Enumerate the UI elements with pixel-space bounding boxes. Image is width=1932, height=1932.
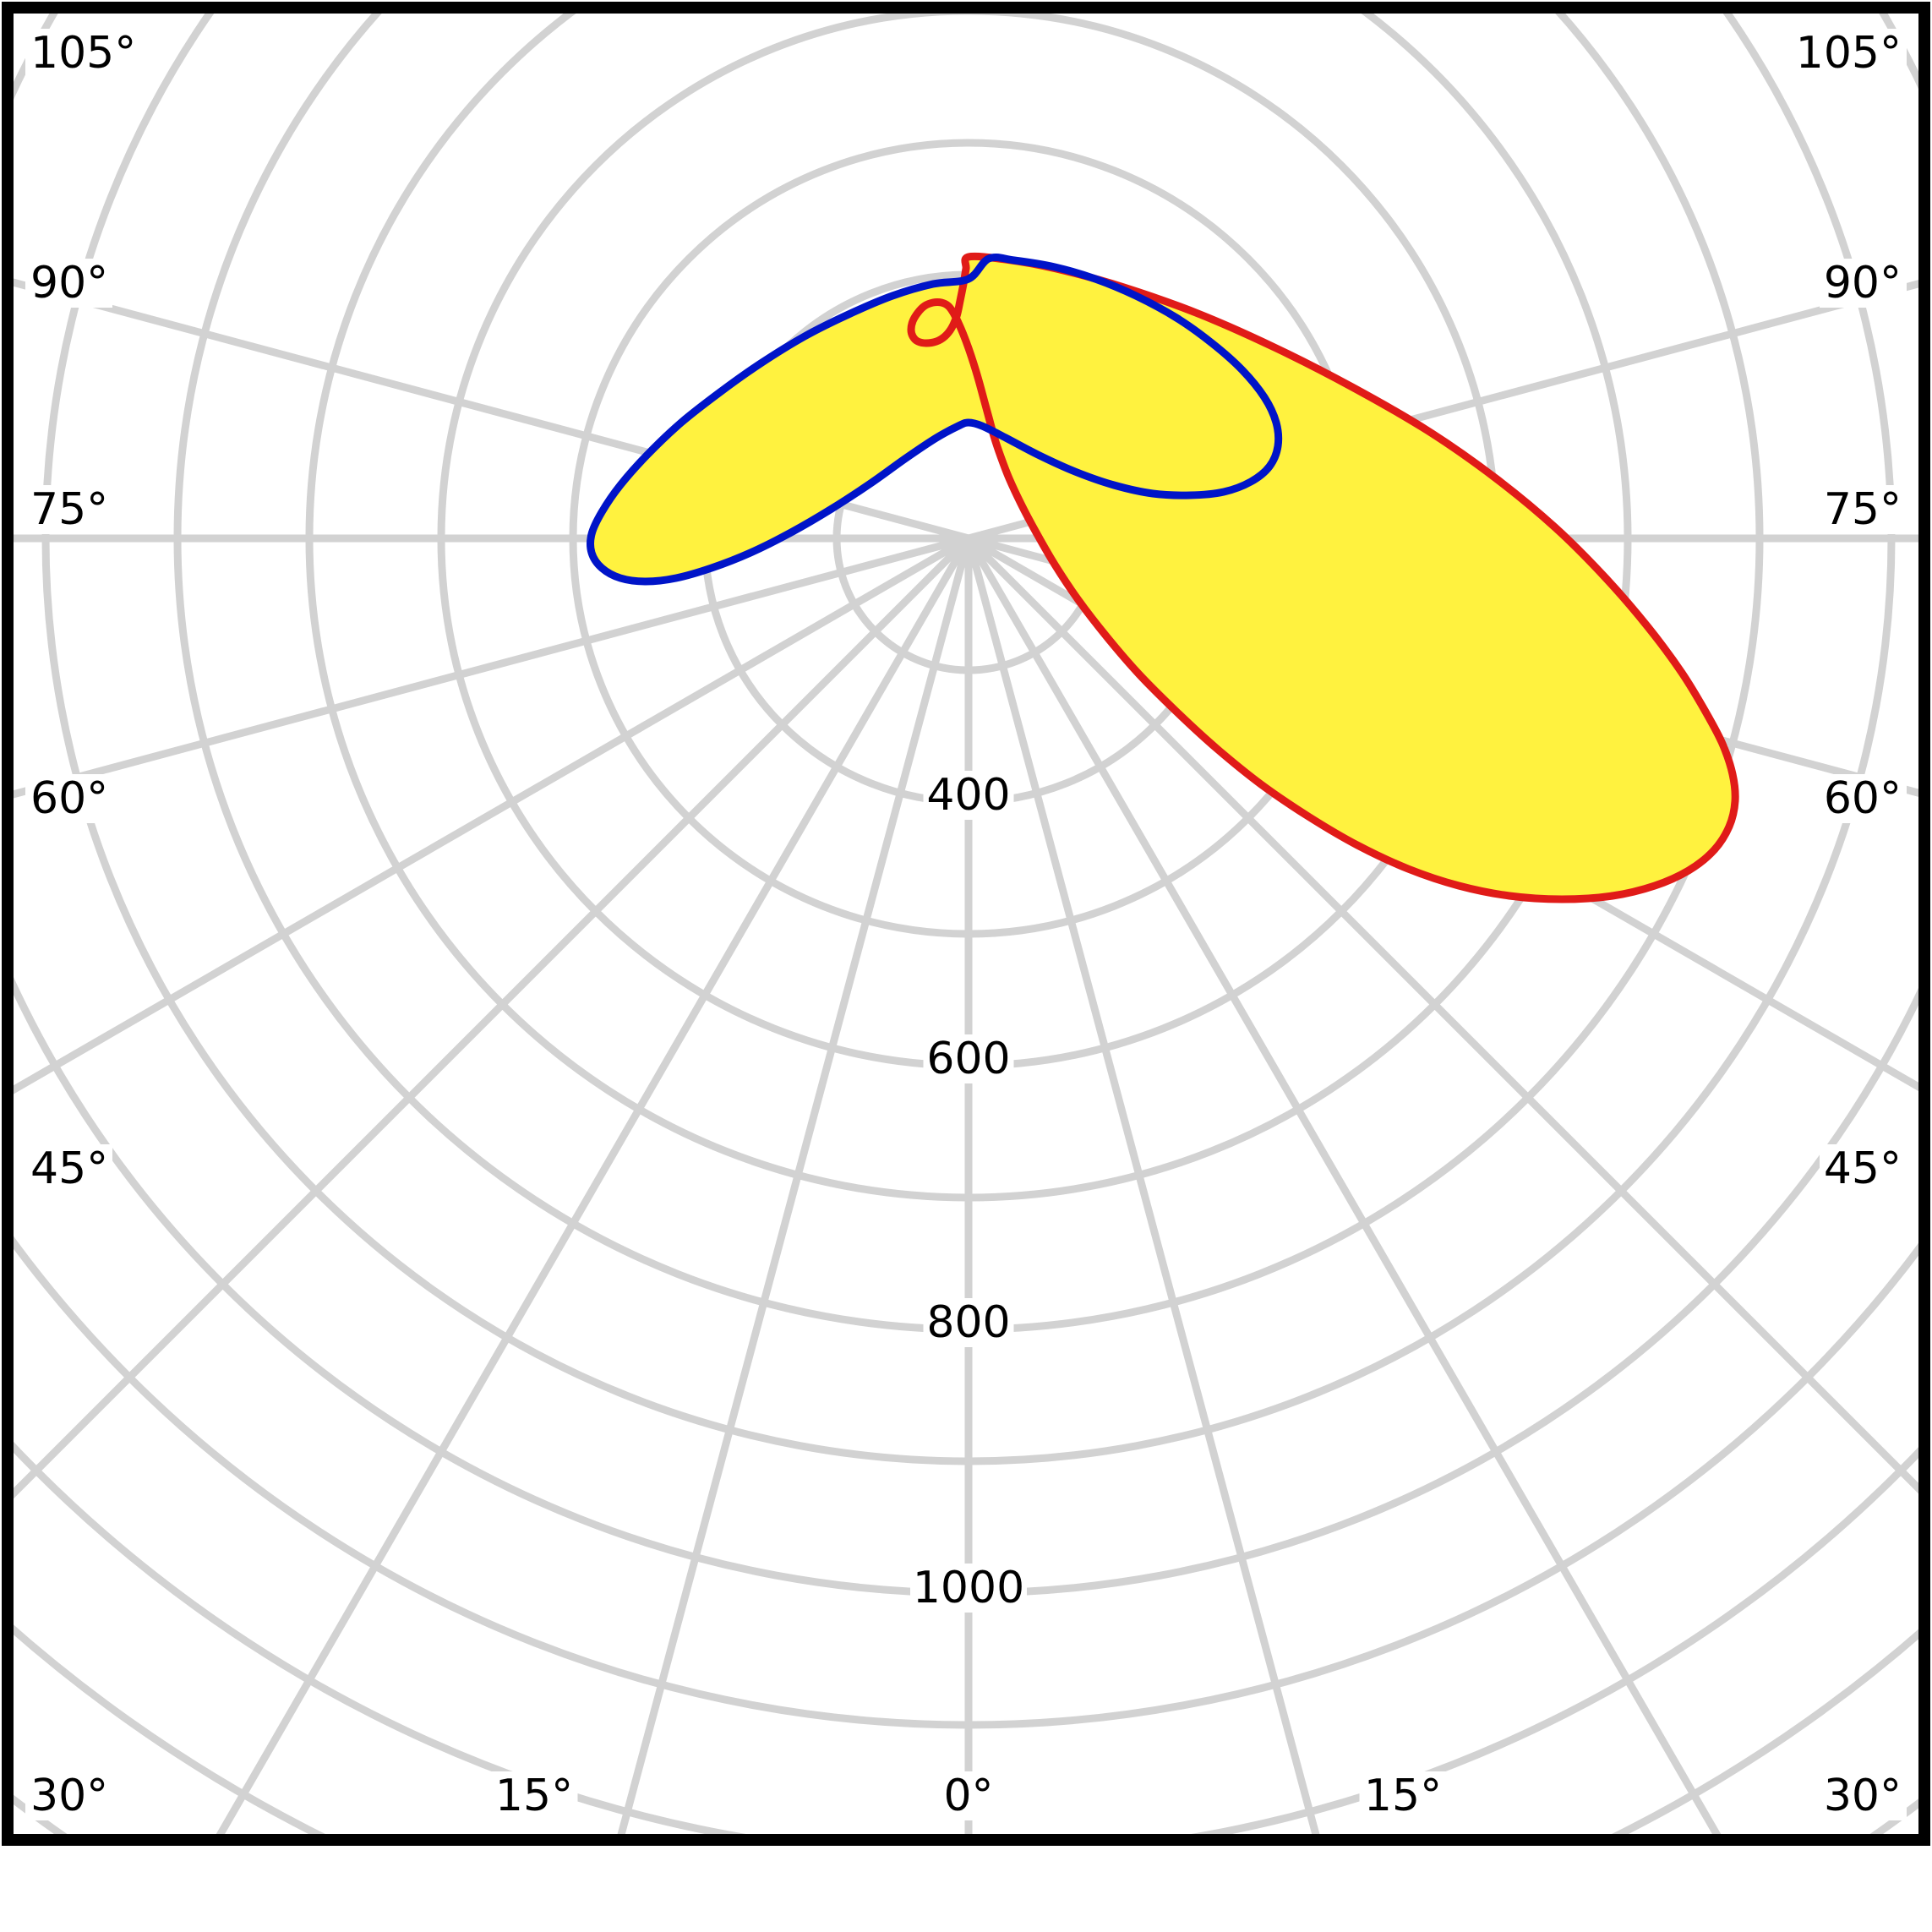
grid-spoke bbox=[212, 534, 973, 1840]
fill-region-c90 bbox=[590, 257, 1279, 581]
grid-spoke bbox=[964, 534, 1924, 1500]
angle-label-bg bbox=[25, 485, 112, 534]
radial-tick-label: 400 bbox=[926, 770, 1010, 821]
angle-label-bg bbox=[1820, 1771, 1907, 1820]
grid-spoke bbox=[615, 534, 973, 1840]
angle-axis-labels: 105° 90° 75° 60° 45° 30° 105° 90° 75° 60° 45° 30° 15… bbox=[25, 28, 1907, 1821]
grid-spoke bbox=[8, 276, 973, 543]
radial-label-bg bbox=[923, 771, 1014, 820]
angle-tick-label-bottom: 15° bbox=[1364, 1771, 1442, 1821]
angle-label-bg bbox=[1820, 774, 1907, 823]
angle-label-bg bbox=[938, 1771, 999, 1820]
plot-border bbox=[2, 2, 1930, 1846]
angle-label-bg bbox=[25, 29, 139, 78]
grid-spoke bbox=[964, 534, 1322, 1840]
grid-spoke bbox=[964, 534, 1725, 1840]
angle-label-bg bbox=[1820, 485, 1907, 534]
angle-tick-label-bottom: 15° bbox=[495, 1771, 573, 1821]
radial-tick-label: 600 bbox=[926, 1034, 1010, 1084]
grid-spoke bbox=[8, 534, 973, 1505]
radial-axis-labels: 400 600 800 1000 bbox=[910, 770, 1027, 1613]
angle-label-bg bbox=[1820, 1144, 1907, 1193]
angle-label-bg bbox=[1793, 29, 1907, 78]
distribution-fill bbox=[590, 256, 1736, 899]
angle-tick-label-right: 45° bbox=[1824, 1143, 1902, 1194]
distribution-curves bbox=[587, 252, 1739, 903]
angle-tick-label-left: 60° bbox=[30, 773, 108, 824]
angle-label-bg bbox=[25, 1771, 112, 1820]
angle-tick-label-left: 75° bbox=[30, 484, 108, 535]
angle-label-bg bbox=[1359, 1771, 1447, 1820]
angle-tick-label-right: 60° bbox=[1824, 773, 1902, 824]
curve-c0-c180 bbox=[907, 252, 1739, 903]
angle-tick-label-right: 30° bbox=[1824, 1771, 1902, 1821]
curve-c90-c270 bbox=[587, 254, 1283, 586]
angle-tick-label-right: 105° bbox=[1796, 28, 1902, 79]
radial-label-bg bbox=[923, 1298, 1014, 1347]
angle-label-bg bbox=[25, 1144, 112, 1193]
angle-tick-label-right: 75° bbox=[1824, 484, 1902, 535]
angle-tick-label-left: 30° bbox=[30, 1771, 108, 1821]
angle-label-bg bbox=[1820, 259, 1907, 308]
angle-label-bg bbox=[490, 1771, 578, 1820]
radial-label-bg bbox=[923, 1034, 1014, 1083]
grid-spoke bbox=[8, 534, 973, 1098]
angle-tick-label-right: 90° bbox=[1824, 258, 1902, 308]
grid-spoke bbox=[8, 534, 973, 800]
angle-tick-label-left: 105° bbox=[30, 28, 136, 79]
angle-label-bg bbox=[25, 259, 112, 308]
angle-tick-label-bottom: 0° bbox=[943, 1771, 993, 1821]
radial-tick-label: 1000 bbox=[913, 1563, 1024, 1613]
angle-label-bg bbox=[25, 774, 112, 823]
angle-tick-label-left: 90° bbox=[30, 258, 108, 308]
angle-tick-label-left: 45° bbox=[30, 1143, 108, 1194]
radial-label-bg bbox=[910, 1564, 1027, 1613]
radial-tick-label: 800 bbox=[926, 1297, 1010, 1348]
